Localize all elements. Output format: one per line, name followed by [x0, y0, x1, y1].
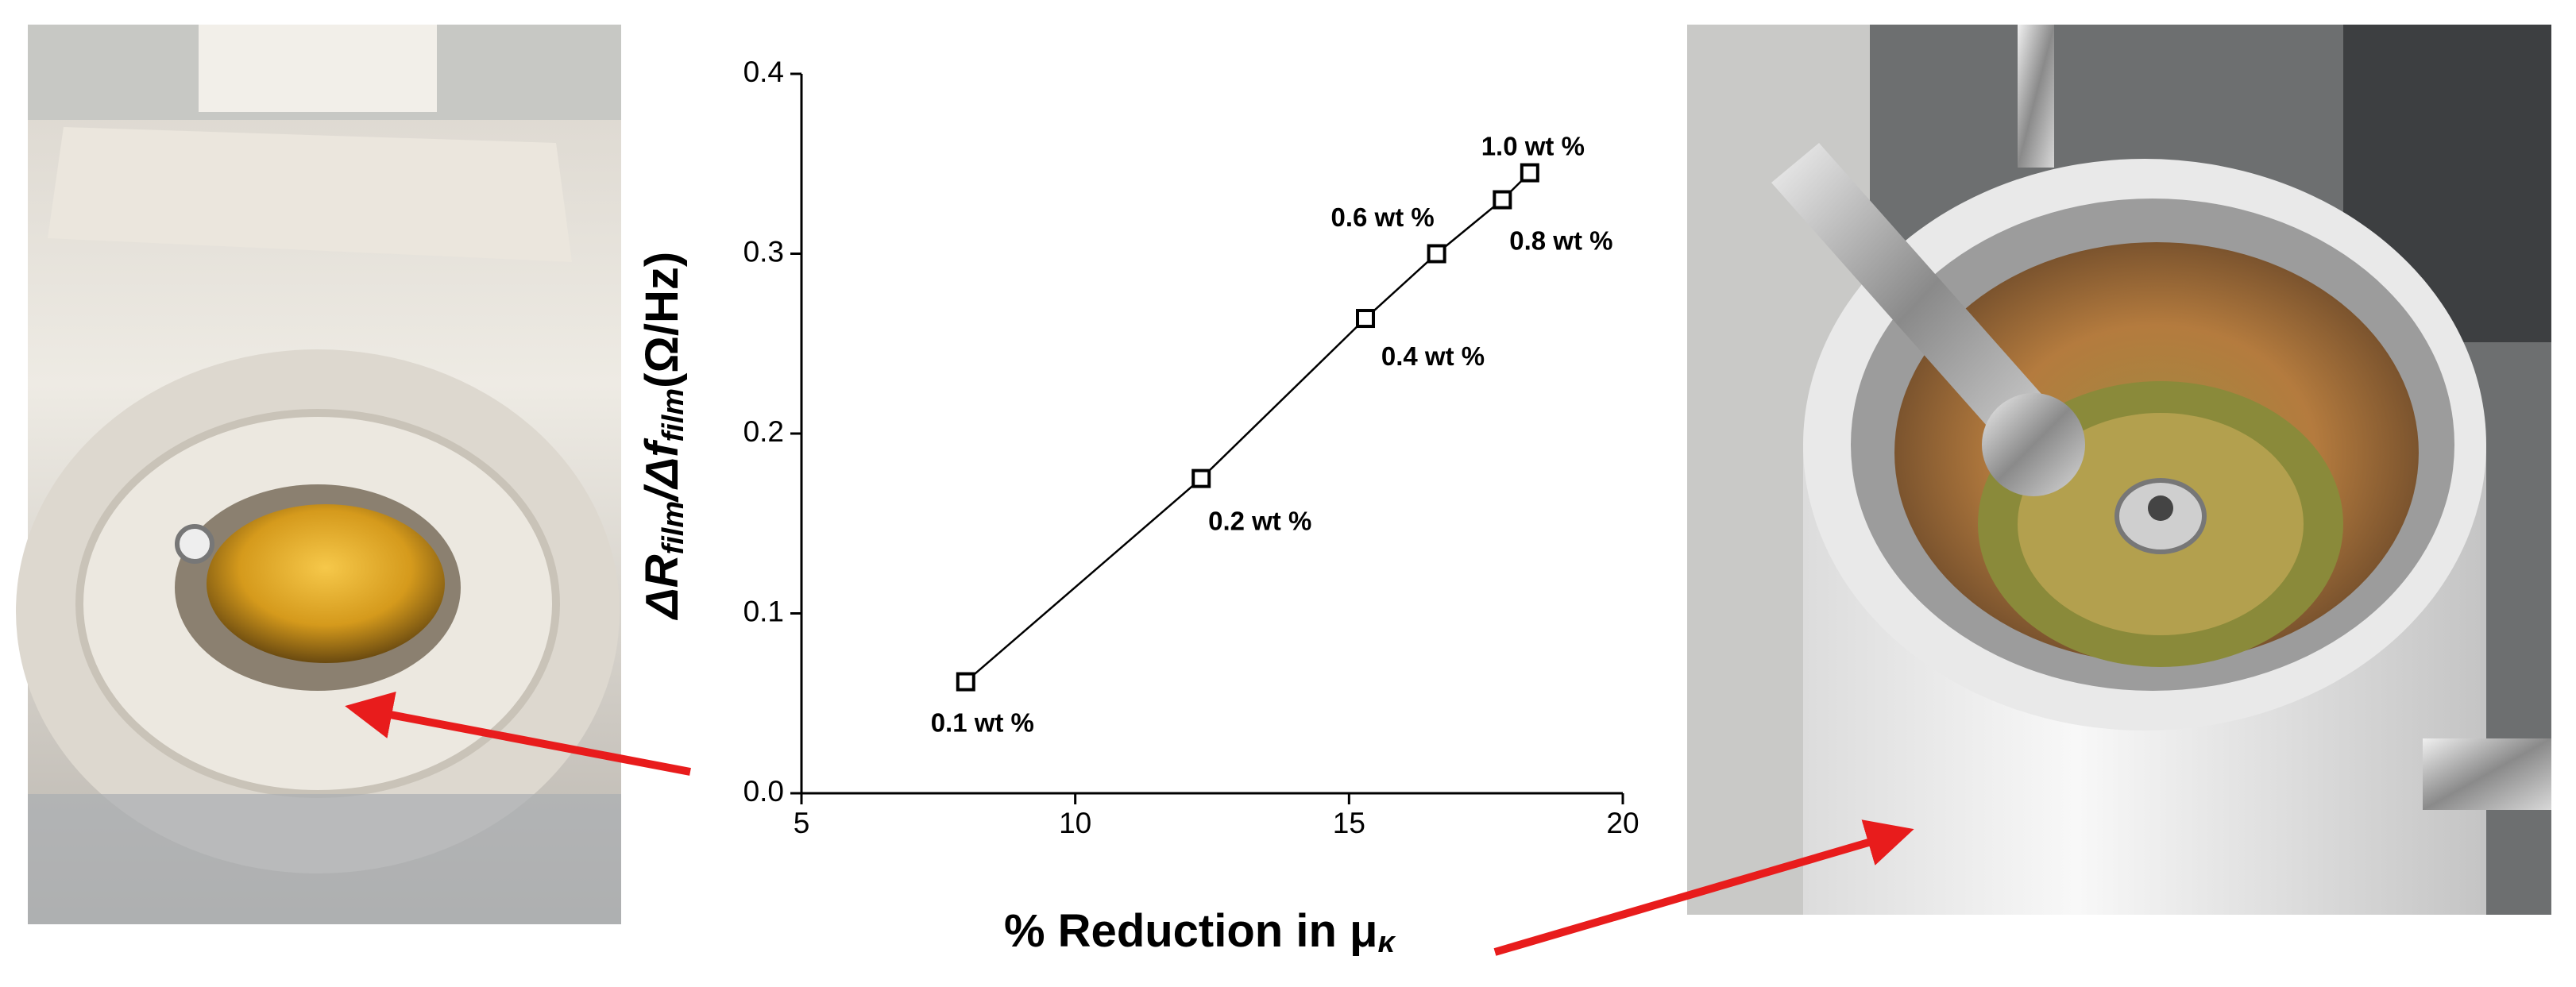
y-label-part: (Ω/Hz)	[636, 252, 688, 388]
marker	[1427, 244, 1446, 264]
marker	[1356, 309, 1376, 329]
x-label-sub: κ	[1377, 926, 1396, 959]
x-tick-label: 10	[1059, 807, 1091, 839]
y-tick-label: 0.2	[743, 415, 784, 448]
y-label-part: /Δf	[636, 438, 688, 503]
arrow	[345, 691, 691, 776]
x-tick-label: 15	[1333, 807, 1365, 839]
point-label: 1.0 wt %	[1481, 131, 1585, 160]
point-label: 0.8 wt %	[1509, 226, 1612, 255]
marker	[1191, 468, 1211, 488]
y-label-part: ΔR	[636, 554, 688, 620]
y-tick-label: 0.4	[743, 56, 784, 88]
left-photo	[16, 25, 621, 924]
right-photo	[1687, 25, 2551, 915]
marker	[1493, 190, 1512, 210]
y-label-sub: film	[657, 388, 690, 442]
marker	[1520, 163, 1539, 183]
x-label-part: % Reduction in μ	[1004, 905, 1378, 957]
y-tick-label: 0.1	[743, 595, 784, 627]
point-label: 0.6 wt %	[1331, 202, 1435, 232]
point-label: 0.4 wt %	[1381, 341, 1485, 371]
point-label: 0.1 wt %	[931, 707, 1034, 737]
marker	[956, 672, 975, 692]
y-label-sub: film	[657, 501, 690, 555]
y-axis-title: ΔRfilm/Δffilm(Ω/Hz)	[636, 252, 690, 620]
x-tick-label: 20	[1606, 807, 1639, 839]
y-tick-label: 0.3	[743, 235, 784, 268]
x-tick-label: 5	[794, 807, 810, 839]
point-label: 0.2 wt %	[1208, 506, 1311, 535]
y-tick-label: 0.0	[743, 775, 784, 808]
arrow	[1493, 819, 1914, 956]
x-axis-title: % Reduction in μκ	[1004, 905, 1396, 959]
